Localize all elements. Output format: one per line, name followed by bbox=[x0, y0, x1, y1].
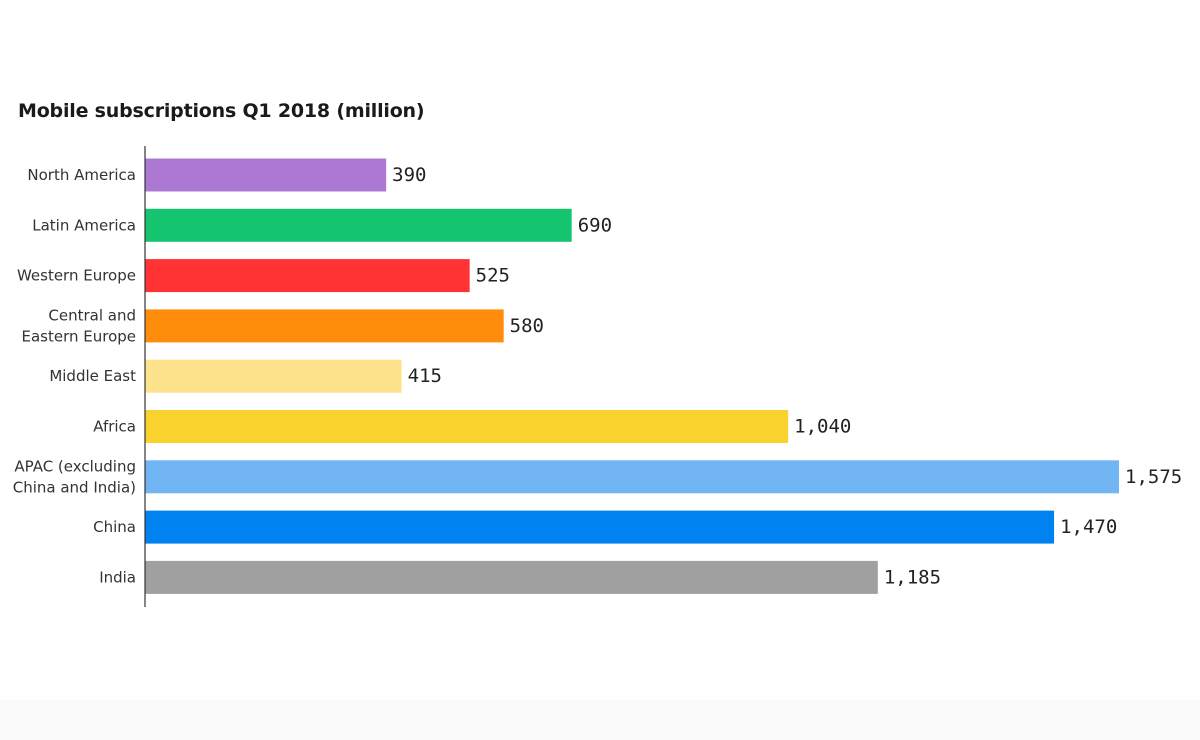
footer-band bbox=[0, 700, 1200, 740]
category-label-latin-america: Latin America bbox=[32, 216, 136, 234]
value-label-china: 1,470 bbox=[1060, 516, 1117, 538]
bar-chart: North America Latin America Western Europe… bbox=[13, 146, 1182, 607]
bars-group bbox=[145, 158, 1119, 594]
bar-north-america bbox=[145, 158, 387, 192]
chart-title: Mobile subscriptions Q1 2018 (million) bbox=[18, 100, 425, 122]
category-label-north-america: North America bbox=[27, 166, 136, 184]
category-label-middle-east: Middle East bbox=[49, 367, 136, 385]
bar-china bbox=[145, 510, 1055, 544]
value-label-western-europe: 525 bbox=[476, 265, 510, 287]
category-labels-group: North America Latin America Western Europe… bbox=[13, 166, 136, 586]
bar-latin-america bbox=[145, 208, 572, 242]
category-label-india: India bbox=[99, 568, 136, 586]
value-label-middle-east: 415 bbox=[408, 365, 442, 387]
value-label-india: 1,185 bbox=[884, 566, 941, 588]
bar-apac-excluding-china-and-india bbox=[145, 460, 1119, 494]
value-label-apac-excluding-china-and-india: 1,575 bbox=[1125, 466, 1182, 488]
value-label-central-and-eastern-europe: 580 bbox=[510, 315, 544, 337]
value-label-africa: 1,040 bbox=[794, 416, 851, 438]
value-label-latin-america: 690 bbox=[578, 214, 612, 236]
bar-central-and-eastern-europe bbox=[145, 309, 504, 343]
bar-middle-east bbox=[145, 359, 402, 393]
category-label-apac-excluding-china-and-india: APAC (excluding China and India) bbox=[13, 457, 136, 496]
category-label-central-and-eastern-europe: Central and Eastern Europe bbox=[21, 306, 136, 345]
category-label-africa: Africa bbox=[93, 418, 136, 436]
value-labels-group: 390 690 525 580 415 1,040 1,575 1,470 1,185 bbox=[392, 164, 1182, 588]
bar-india bbox=[145, 560, 878, 594]
category-label-western-europe: Western Europe bbox=[17, 267, 136, 285]
bar-western-europe bbox=[145, 259, 470, 293]
category-label-china: China bbox=[93, 518, 136, 536]
bar-africa bbox=[145, 410, 789, 443]
value-label-north-america: 390 bbox=[392, 164, 426, 186]
